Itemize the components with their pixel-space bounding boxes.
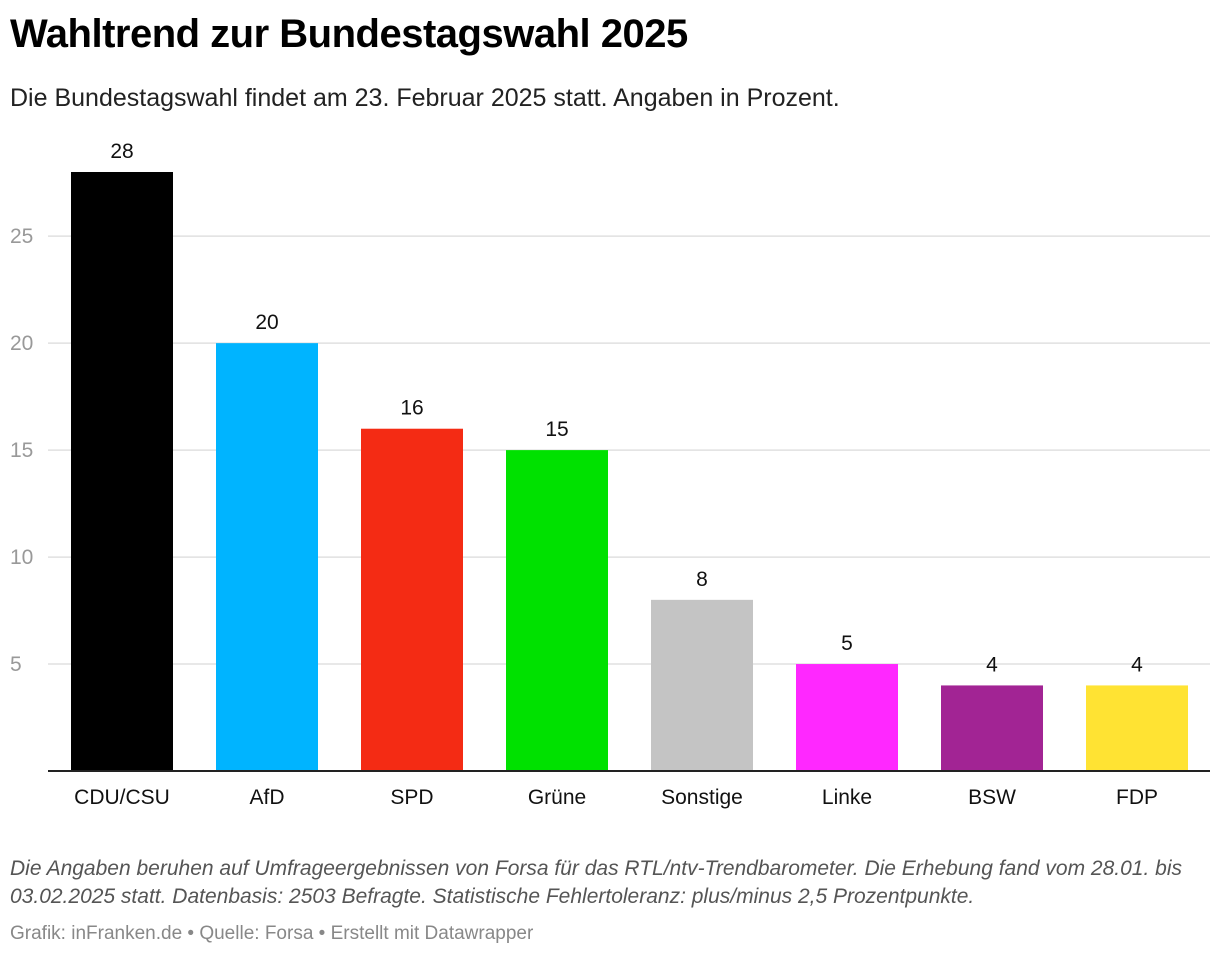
x-tick-label: Linke (822, 786, 872, 809)
x-tick-label: Sonstige (661, 786, 743, 809)
y-tick-label: 5 (10, 653, 22, 676)
x-tick-label: BSW (968, 786, 1016, 809)
x-tick-label: Grüne (528, 786, 586, 809)
chart-title: Wahltrend zur Bundestagswahl 2025 (10, 12, 688, 56)
y-tick-label: 10 (10, 546, 33, 569)
x-tick-label: SPD (390, 786, 433, 809)
y-tick-label: 15 (10, 439, 33, 462)
chart-notes: Die Angaben beruhen auf Umfrageergebniss… (10, 857, 1182, 908)
bar (216, 343, 318, 771)
label-layer: 5 10 15 20 25 28 CDU/CSU 20 AfD 16 SPD 15 Grüne 8 Sons… (10, 140, 1158, 809)
bar-chart: 5 10 15 20 25 28 CDU/CSU 20 AfD 16 SPD 15 Grüne 8 Sons… (10, 140, 1210, 809)
chart-subtitle: Die Bundestagswahl findet am 23. Februar… (10, 84, 840, 112)
data-label: 4 (986, 653, 998, 676)
data-label: 15 (545, 418, 568, 441)
x-tick-label: AfD (249, 786, 284, 809)
bar (941, 685, 1043, 771)
data-label: 4 (1131, 653, 1143, 676)
bar (1086, 685, 1188, 771)
data-label: 20 (255, 311, 278, 334)
chart-source: Grafik: inFranken.de • Quelle: Forsa • E… (10, 923, 534, 944)
bar-layer (71, 172, 1188, 771)
bar (651, 599, 753, 771)
data-label: 5 (841, 632, 853, 655)
y-tick-label: 25 (10, 225, 33, 248)
bar (71, 172, 173, 771)
x-tick-label: FDP (1116, 786, 1158, 809)
data-label: 16 (400, 397, 423, 420)
x-tick-label: CDU/CSU (74, 786, 170, 809)
bar (361, 428, 463, 771)
y-tick-label: 20 (10, 332, 33, 355)
data-label: 8 (696, 568, 708, 591)
bar (796, 664, 898, 771)
bar (506, 450, 608, 771)
data-label: 28 (110, 140, 133, 163)
